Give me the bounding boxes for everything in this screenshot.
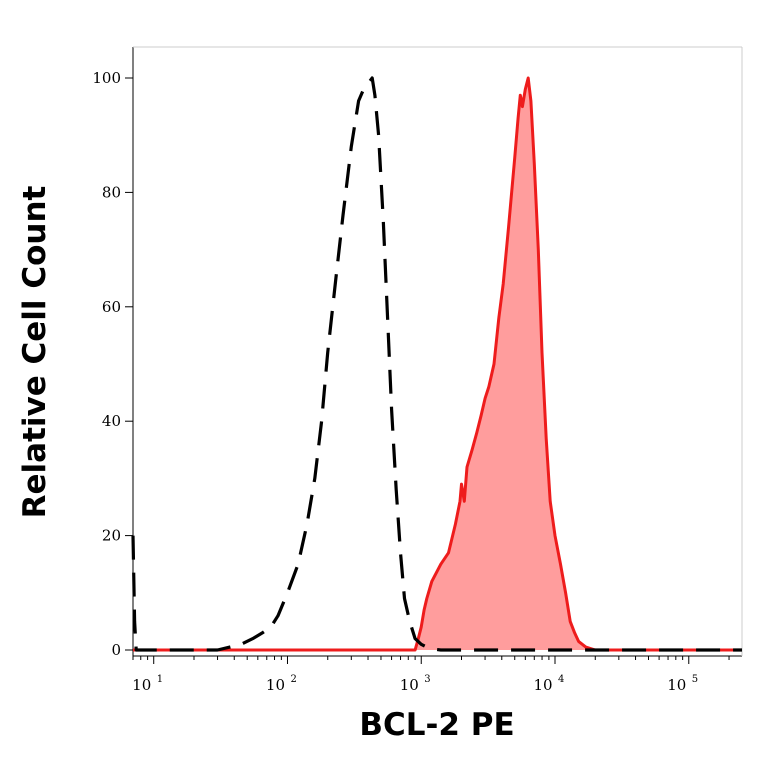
isotype-control-dashed-line [131, 76, 742, 652]
x-tick-exponent: 3 [424, 674, 430, 685]
ticks-layer: 0 20 40 60 80 100 10 1 10 2 10 3 10 4 10 5 [92, 69, 730, 694]
x-tick-exponent: 2 [290, 674, 296, 685]
x-tick-label: 10 [533, 676, 552, 694]
x-tick-label: 10 [266, 676, 285, 694]
x-tick-exponent: 1 [157, 674, 163, 685]
x-tick-label: 10 [667, 676, 686, 694]
series-layer [131, 76, 742, 652]
x-axis-title: BCL-2 PE [359, 707, 514, 743]
x-tick-exponent: 5 [692, 674, 698, 685]
x-tick-label: 10 [132, 676, 151, 694]
x-tick-label: 10 [400, 676, 419, 694]
bcl2-histogram-line [133, 76, 742, 652]
y-tick-label: 20 [102, 527, 121, 545]
plot-frame [132, 46, 743, 657]
y-tick-label: 100 [92, 69, 121, 87]
y-tick-label: 40 [102, 412, 121, 430]
x-tick-exponent: 4 [558, 674, 564, 685]
y-tick-label: 60 [102, 298, 121, 316]
y-tick-label: 80 [102, 183, 121, 201]
bcl2-histogram-fill [133, 78, 742, 650]
y-axis-title: Relative Cell Count [17, 185, 53, 518]
y-tick-label: 0 [111, 641, 121, 659]
